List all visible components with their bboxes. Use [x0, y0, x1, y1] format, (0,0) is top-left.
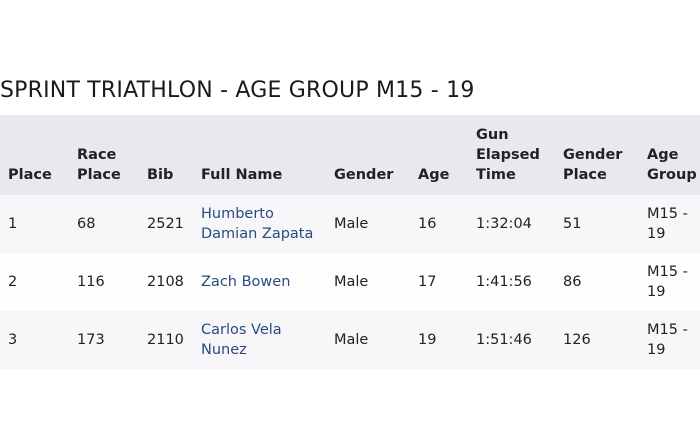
column-header: Race Place	[69, 115, 139, 195]
table-cell: 68	[69, 195, 139, 253]
table-cell: Male	[326, 311, 410, 369]
table-cell: 19	[410, 311, 468, 369]
column-header: Gun Elapsed Time	[468, 115, 555, 195]
athlete-name-link[interactable]: Zach Bowen	[193, 253, 326, 311]
table-cell: 2110	[139, 311, 193, 369]
column-header: Gender	[326, 115, 410, 195]
table-head: Place Race Place Bib Full Name Gender Age Gun …	[0, 115, 700, 195]
results-table: Place Race Place Bib Full Name Gender Age Gun …	[0, 115, 700, 369]
column-header: Age Group	[639, 115, 700, 195]
table-cell: 3	[0, 311, 69, 369]
header-row: Place Race Place Bib Full Name Gender Age Gun …	[0, 115, 700, 195]
table-cell: 17	[410, 253, 468, 311]
result-row: 3 173 2110 Carlos Vela Nunez Male 19 1:51:46 12…	[0, 311, 700, 369]
table-cell: 16	[410, 195, 468, 253]
result-row: 2 116 2108 Zach Bowen Male 17 1:41:56 86 M15 - 1…	[0, 253, 700, 311]
column-header: Full Name	[193, 115, 326, 195]
table-cell: 1:41:56	[468, 253, 555, 311]
result-row: 1 68 2521 Humberto Damian Zapata Male 16 1:32:…	[0, 195, 700, 253]
table-cell: Male	[326, 253, 410, 311]
column-header: Bib	[139, 115, 193, 195]
column-header: Place	[0, 115, 69, 195]
table-cell: 1:51:46	[468, 311, 555, 369]
table-cell: 1:32:04	[468, 195, 555, 253]
table-cell: 173	[69, 311, 139, 369]
table-cell: 2521	[139, 195, 193, 253]
table-cell: 2	[0, 253, 69, 311]
table-cell: M15 - 19	[639, 195, 700, 253]
table-cell: 2108	[139, 253, 193, 311]
column-header: Gender Place	[555, 115, 639, 195]
athlete-name-link[interactable]: Humberto Damian Zapata	[193, 195, 326, 253]
table-cell: 116	[69, 253, 139, 311]
table-cell: 86	[555, 253, 639, 311]
page-title: SPRINT TRIATHLON - AGE GROUP M15 - 19	[0, 78, 475, 103]
table-cell: 51	[555, 195, 639, 253]
table-body: 1 68 2521 Humberto Damian Zapata Male 16 1:32:…	[0, 195, 700, 369]
athlete-name-link[interactable]: Carlos Vela Nunez	[193, 311, 326, 369]
table-cell: Male	[326, 195, 410, 253]
column-header: Age	[410, 115, 468, 195]
table-cell: 1	[0, 195, 69, 253]
table-cell: 126	[555, 311, 639, 369]
table-cell: M15 - 19	[639, 311, 700, 369]
table-cell: M15 - 19	[639, 253, 700, 311]
